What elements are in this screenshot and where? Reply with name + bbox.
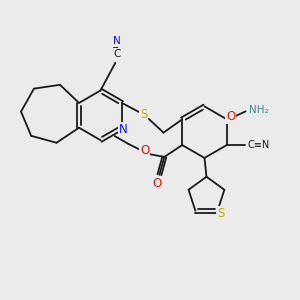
Text: O: O [140,143,149,157]
Text: C≡N: C≡N [248,140,270,150]
Text: C: C [114,49,121,59]
Text: NH₂: NH₂ [249,105,268,116]
Text: S: S [217,207,224,220]
Text: N: N [118,123,127,136]
Text: O: O [226,110,236,123]
Text: O: O [153,177,162,190]
Text: N: N [113,36,121,46]
Text: S: S [140,108,147,121]
